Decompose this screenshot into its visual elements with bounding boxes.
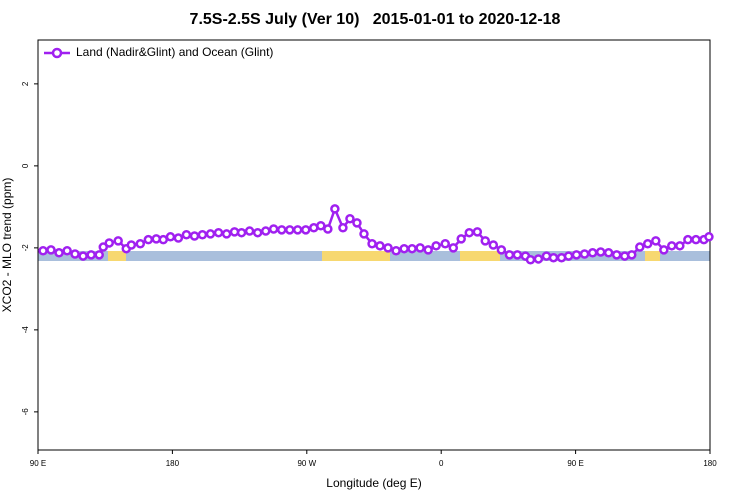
data-point bbox=[352, 218, 362, 228]
data-point bbox=[635, 242, 645, 252]
x-tick-label: 180 bbox=[703, 459, 717, 468]
data-point bbox=[86, 250, 96, 260]
data-point bbox=[603, 248, 614, 258]
data-point bbox=[651, 236, 661, 246]
data-point bbox=[595, 247, 606, 257]
y-tick-label: 0 bbox=[21, 163, 30, 168]
y-tick-label: -6 bbox=[21, 408, 30, 416]
data-point bbox=[276, 225, 287, 235]
y-axis-label: XCO2 - MLO trend (ppm) bbox=[0, 178, 14, 313]
data-point bbox=[236, 227, 247, 238]
data-point bbox=[579, 249, 590, 259]
data-point bbox=[135, 239, 146, 249]
data-point bbox=[431, 241, 441, 251]
data-point bbox=[563, 251, 574, 261]
x-axis-label: Longitude (deg E) bbox=[326, 476, 421, 490]
x-tick-label: 90 E bbox=[30, 459, 46, 468]
land-strip bbox=[322, 251, 390, 261]
data-point bbox=[126, 240, 137, 250]
chart-title: 7.5S-2.5S July (Ver 10) 2015-01-01 to 20… bbox=[190, 11, 561, 28]
data-point bbox=[345, 214, 355, 224]
data-point bbox=[448, 243, 459, 253]
data-point bbox=[675, 241, 685, 251]
data-point bbox=[456, 234, 466, 244]
data-point bbox=[46, 245, 56, 255]
legend-marker bbox=[51, 47, 63, 59]
data-point bbox=[338, 223, 348, 233]
data-point bbox=[548, 252, 559, 263]
data-point bbox=[316, 220, 326, 231]
data-point bbox=[375, 241, 385, 251]
legend-label: Land (Nadir&Glint) and Ocean (Glint) bbox=[76, 45, 273, 59]
data-point bbox=[399, 243, 409, 254]
land-strip bbox=[460, 251, 500, 261]
data-point bbox=[488, 240, 499, 250]
data-point bbox=[38, 245, 48, 256]
data-point bbox=[496, 245, 507, 255]
y-tick-label: 2 bbox=[21, 81, 30, 86]
data-point bbox=[213, 227, 224, 238]
x-tick-label: 90 W bbox=[297, 459, 316, 468]
data-point bbox=[221, 229, 232, 239]
data-point bbox=[504, 250, 515, 260]
land-strip bbox=[645, 251, 660, 261]
data-point bbox=[440, 239, 450, 249]
data-point bbox=[626, 250, 637, 260]
data-point bbox=[330, 204, 340, 214]
data-point bbox=[667, 241, 677, 251]
data-point bbox=[181, 230, 192, 240]
data-point bbox=[94, 250, 104, 260]
data-point bbox=[292, 225, 303, 235]
data-point bbox=[533, 254, 544, 264]
data-point bbox=[268, 224, 279, 234]
data-point bbox=[244, 226, 255, 236]
data-point bbox=[480, 236, 491, 246]
x-tick-label: 180 bbox=[166, 459, 180, 468]
data-point bbox=[285, 225, 295, 235]
data-point bbox=[691, 234, 701, 245]
y-tick-label: -4 bbox=[21, 326, 30, 334]
data-point bbox=[323, 224, 333, 234]
x-tick-label: 0 bbox=[439, 459, 444, 468]
data-point bbox=[205, 229, 216, 239]
data-point bbox=[704, 232, 714, 242]
data-point bbox=[260, 226, 271, 236]
data-point bbox=[98, 242, 109, 252]
data-point bbox=[415, 243, 425, 253]
data-point bbox=[611, 250, 622, 260]
data-point bbox=[54, 248, 64, 258]
data-point bbox=[359, 229, 369, 239]
plot-frame bbox=[37, 39, 711, 451]
data-point bbox=[383, 243, 393, 253]
data-point bbox=[464, 227, 475, 238]
data-point bbox=[423, 245, 433, 255]
data-point bbox=[113, 236, 123, 246]
data-point bbox=[587, 248, 598, 258]
land-strip bbox=[108, 251, 126, 261]
data-point bbox=[189, 231, 200, 241]
data-point bbox=[104, 238, 114, 248]
x-tick-label: 90 E bbox=[567, 459, 583, 468]
data-point bbox=[472, 227, 483, 237]
data-point bbox=[197, 230, 208, 240]
data-point bbox=[62, 245, 72, 256]
data-point bbox=[525, 255, 536, 265]
data-point bbox=[659, 245, 669, 255]
data-point bbox=[143, 234, 154, 245]
data-point bbox=[683, 234, 693, 245]
data-point bbox=[70, 249, 80, 259]
data-point bbox=[173, 233, 184, 243]
data-point bbox=[252, 227, 263, 238]
data-point bbox=[642, 239, 653, 249]
data-point bbox=[512, 250, 523, 260]
data-point bbox=[407, 243, 417, 254]
data-point bbox=[571, 250, 582, 260]
data-point bbox=[301, 225, 311, 235]
data-point bbox=[165, 232, 176, 242]
data-point bbox=[367, 239, 377, 249]
data-point bbox=[78, 251, 88, 261]
data-point bbox=[391, 245, 401, 256]
y-tick-label: -2 bbox=[21, 244, 30, 252]
